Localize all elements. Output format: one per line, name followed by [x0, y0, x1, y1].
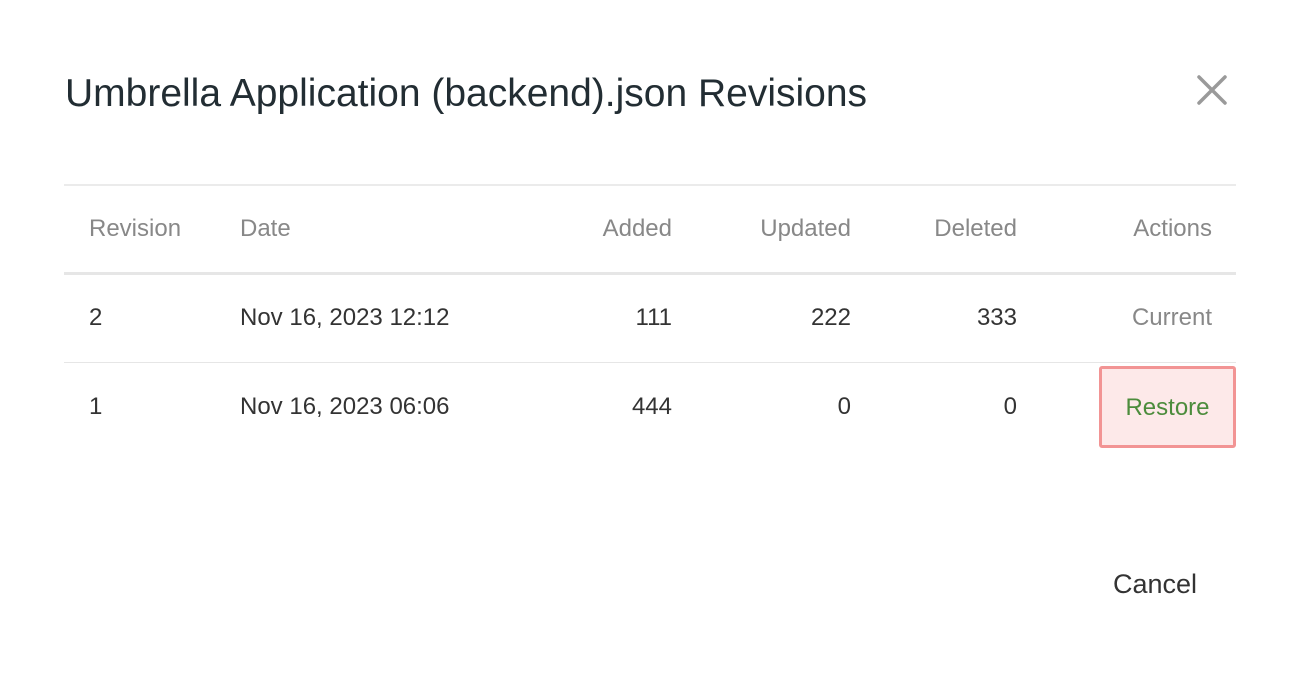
close-icon: [1197, 75, 1227, 105]
table-header-row: Revision Date Added Updated Deleted Acti…: [64, 185, 1236, 273]
header-actions: Actions: [1133, 214, 1212, 242]
updated-cell: 0: [837, 392, 851, 420]
close-button[interactable]: [1192, 70, 1232, 110]
revision-cell: 2: [89, 304, 103, 331]
header-revision: Revision: [89, 214, 182, 242]
deleted-cell: 333: [976, 304, 1017, 331]
added-cell: 444: [631, 392, 672, 420]
deleted-cell: 0: [1003, 392, 1017, 420]
header-date: Date: [240, 214, 291, 242]
added-cell: 111: [635, 304, 672, 331]
header-deleted: Deleted: [934, 214, 1017, 242]
actions-cell: Restore: [1017, 362, 1236, 451]
revisions-table: Revision Date Added Updated Deleted Acti…: [64, 184, 1236, 451]
header-updated: Updated: [760, 214, 851, 242]
cancel-button[interactable]: Cancel: [1113, 569, 1198, 599]
updated-cell: 222: [810, 304, 851, 331]
current-label: Current: [1131, 304, 1212, 331]
date-cell: Nov 16, 2023 12:12: [240, 304, 450, 331]
date-cell: Nov 16, 2023 06:06: [240, 392, 450, 420]
dialog-title: Umbrella Application (backend).json Revi…: [65, 72, 868, 115]
restore-button[interactable]: Restore: [1099, 365, 1236, 448]
table-row: 2 Nov 16, 2023 12:12 111 222 333 Current: [64, 273, 1236, 362]
revision-cell: 1: [89, 392, 103, 420]
table-row: 1 Nov 16, 2023 06:06 444 0 0 Restore: [64, 362, 1236, 451]
header-added: Added: [602, 214, 672, 242]
